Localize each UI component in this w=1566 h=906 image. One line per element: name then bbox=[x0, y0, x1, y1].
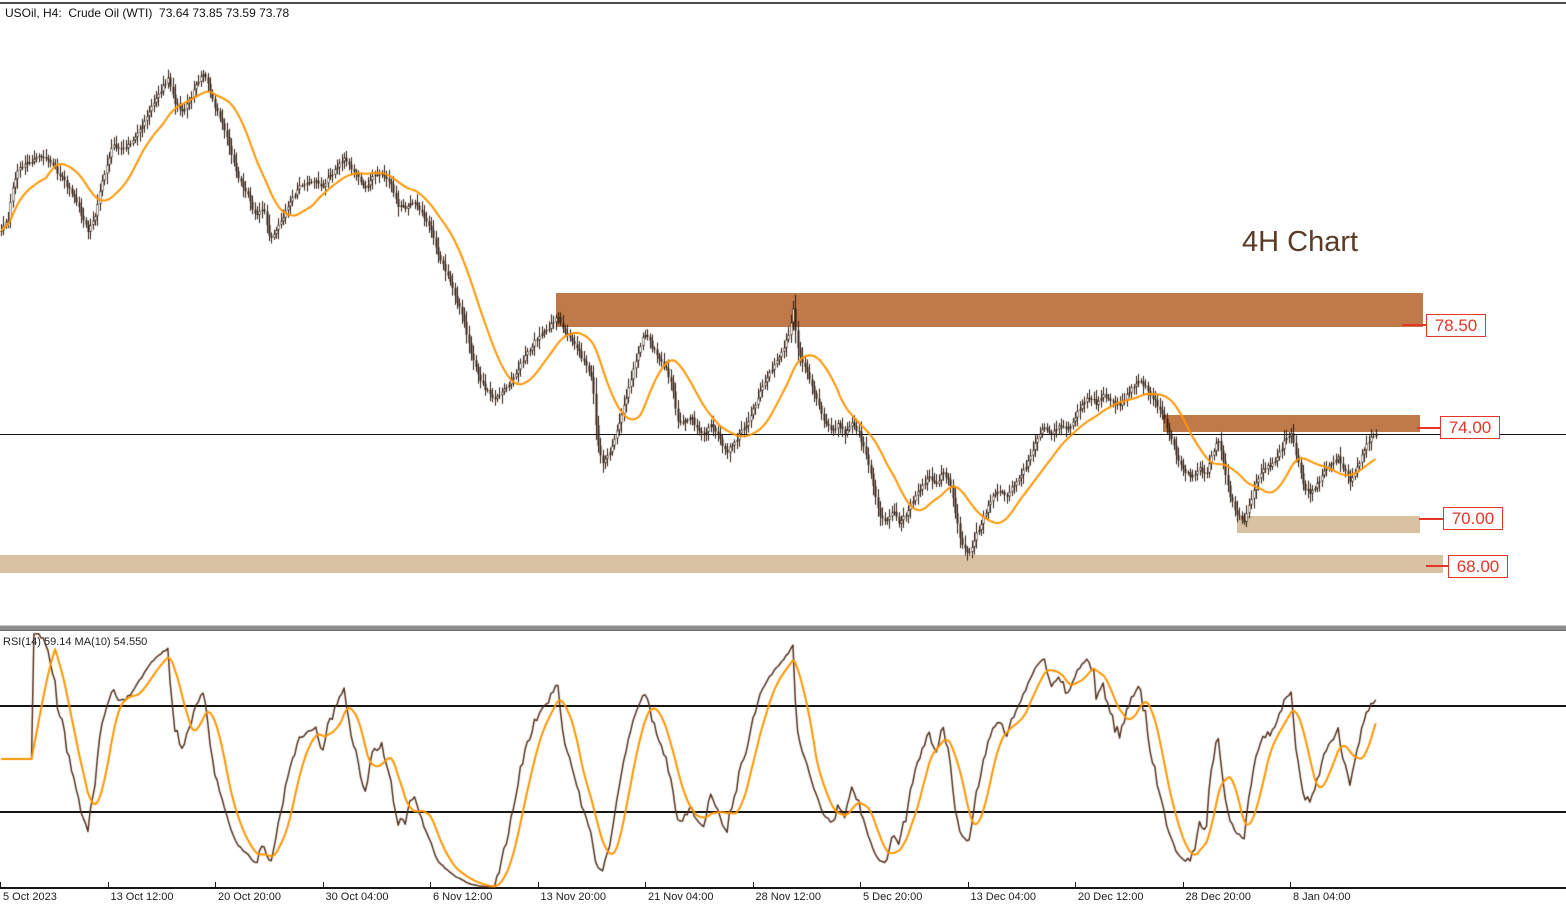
price-label-68.00[interactable]: 68.00 bbox=[1448, 555, 1508, 578]
rsi-indicator-label: RSI(14) 59.14 MA(10) 54.550 bbox=[3, 636, 148, 648]
annotation-4h-chart-text[interactable]: 4H Chart bbox=[1242, 226, 1359, 258]
price-label-leader-line bbox=[1402, 324, 1426, 326]
chart-title-ohlc-readout: USOil, H4: Crude Oil (WTI) 73.64 73.85 7… bbox=[5, 6, 290, 20]
price-label-70.00[interactable]: 70.00 bbox=[1443, 507, 1503, 530]
price-label-leader-line bbox=[1419, 518, 1443, 520]
price-label-leader-line bbox=[1417, 427, 1440, 429]
price-label-leader-line bbox=[1426, 565, 1448, 567]
price-label-78.50[interactable]: 78.50 bbox=[1426, 314, 1486, 337]
panel-separator-handle[interactable] bbox=[0, 625, 1566, 631]
price-label-74.00[interactable]: 74.00 bbox=[1440, 416, 1500, 439]
